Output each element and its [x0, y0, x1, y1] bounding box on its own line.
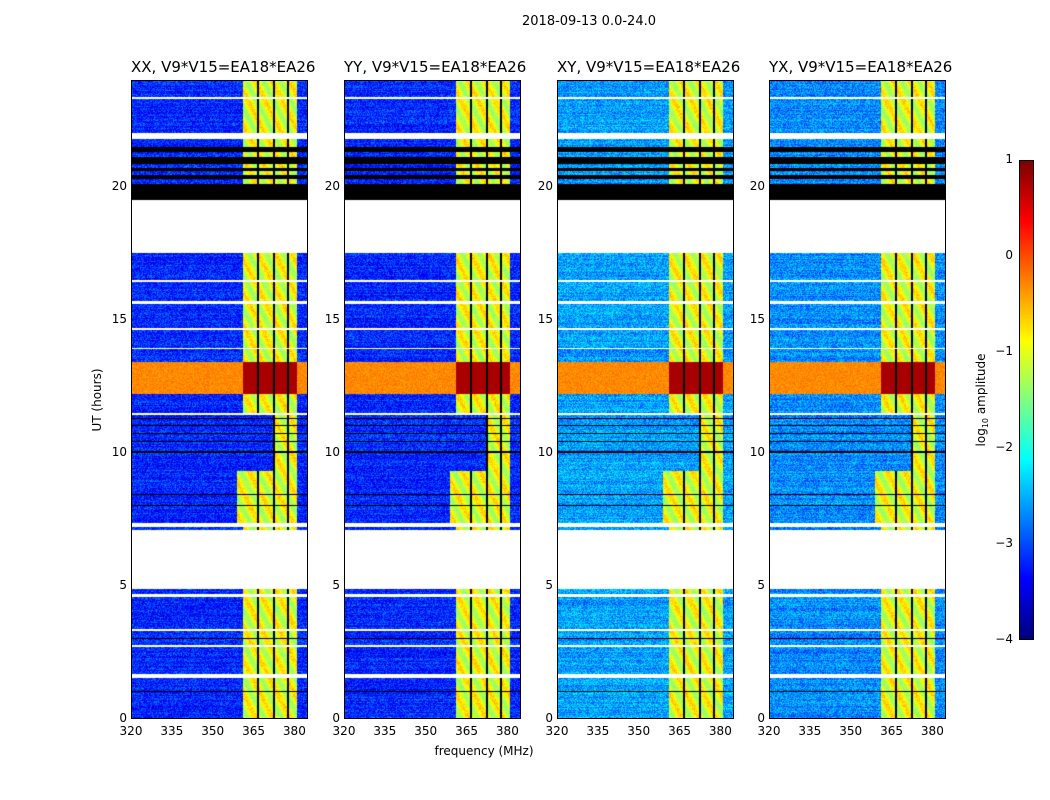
y-tick-label: 10 [111, 444, 127, 459]
figure-title: 2018-09-13 0.0-24.0 [522, 14, 656, 29]
x-tick-label: 380 [708, 724, 732, 738]
y-tick-label: 5 [332, 577, 340, 592]
y-tick-label: 0 [119, 711, 127, 725]
x-tick-label: 320 [757, 724, 781, 738]
x-tick-label: 365 [242, 724, 265, 738]
y-tick-label: 20 [324, 178, 340, 193]
y-tick-label: 20 [749, 178, 765, 193]
y-tick-label: 10 [324, 444, 340, 459]
x-tick-label: 365 [880, 724, 903, 738]
y-tick-label: 20 [111, 178, 127, 193]
axes-frame [131, 80, 308, 719]
x-tick-label: 335 [373, 724, 397, 738]
colorbar-tick-label: 1 [1005, 152, 1013, 166]
y-tick-label: 10 [537, 444, 553, 459]
panel-title: YX, V9*V15=EA18*EA26 [769, 58, 953, 76]
x-axis-label: frequency (MHz) [434, 744, 534, 758]
colorbar-tick-label: −1 [995, 344, 1013, 358]
x-tick-label: 350 [627, 724, 651, 738]
x-tick-label: 320 [332, 724, 356, 738]
y-tick-label: 10 [749, 444, 765, 459]
colorbar-tick-label: 0 [1005, 248, 1013, 262]
axes-frame [344, 80, 521, 719]
x-tick-label: 335 [160, 724, 184, 738]
x-tick-label: 350 [201, 724, 225, 738]
y-tick-label: 15 [537, 311, 553, 326]
y-tick-label: 0 [545, 711, 553, 725]
colorbar-tick-label: −4 [995, 632, 1013, 646]
x-tick-label: 365 [668, 724, 691, 738]
x-tick-label: 350 [839, 724, 863, 738]
colorbar-tick-label: −2 [995, 440, 1013, 454]
x-tick-label: 380 [920, 724, 944, 738]
axes-frame [769, 80, 946, 719]
panel-title: XY, V9*V15=EA18*EA26 [557, 58, 741, 76]
y-tick-label: 0 [332, 711, 340, 725]
x-tick-label: 335 [798, 724, 822, 738]
heatmap-1 [344, 80, 521, 719]
x-tick-label: 380 [282, 724, 306, 738]
x-tick-label: 320 [119, 724, 143, 738]
colorbar [1019, 160, 1034, 640]
y-tick-label: 0 [757, 711, 765, 725]
x-tick-label: 335 [586, 724, 610, 738]
y-tick-label: 15 [324, 311, 340, 326]
colorbar-label: log10 amplitude [973, 353, 991, 447]
y-tick-label: 20 [537, 178, 553, 193]
y-tick-label: 5 [757, 577, 765, 592]
y-axis-label: UT (hours) [90, 368, 104, 432]
y-tick-label: 15 [749, 311, 765, 326]
y-tick-label: 5 [545, 577, 553, 592]
heatmap-2 [557, 80, 734, 719]
x-tick-label: 365 [455, 724, 478, 738]
y-tick-label: 5 [119, 577, 127, 592]
panel-title: XX, V9*V15=EA18*EA26 [131, 58, 316, 76]
panel-title: YY, V9*V15=EA18*EA26 [344, 58, 527, 76]
colorbar-tick-label: −3 [995, 536, 1013, 550]
x-tick-label: 380 [495, 724, 519, 738]
x-tick-label: 350 [414, 724, 438, 738]
heatmap-0 [131, 80, 308, 719]
x-tick-label: 320 [545, 724, 569, 738]
axes-frame [557, 80, 734, 719]
y-tick-label: 15 [111, 311, 127, 326]
heatmap-3 [769, 80, 946, 719]
